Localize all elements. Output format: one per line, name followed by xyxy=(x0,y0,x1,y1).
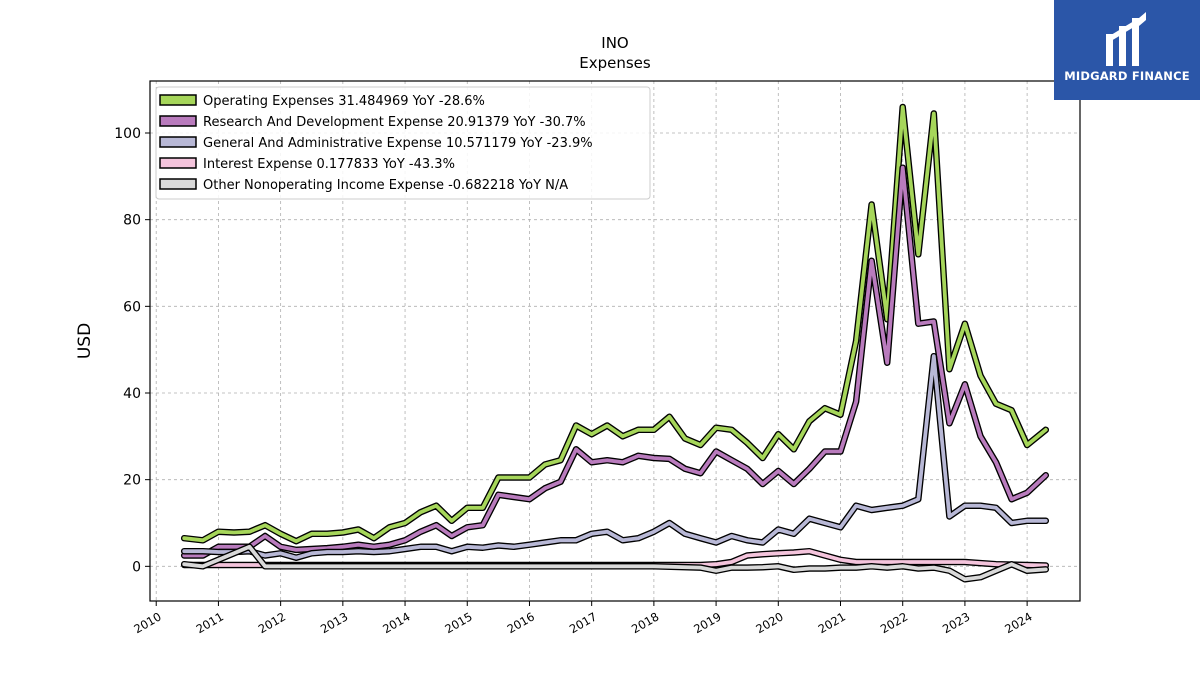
legend-swatch xyxy=(159,157,197,169)
x-tick-label: 2014 xyxy=(380,609,412,636)
x-axis: 2010 2011 2012 2013 2014 2015 2016 2017 2018 2019… xyxy=(131,601,1035,636)
series-line-1 xyxy=(182,165,1048,558)
x-tick-label: 2019 xyxy=(691,609,723,636)
series-layer xyxy=(180,103,1050,583)
legend-entry: Other Nonoperating Income Expense -0.682… xyxy=(203,178,568,193)
y-tick-label: 100 xyxy=(114,126,141,142)
midgard-logo-icon xyxy=(1106,12,1146,66)
legend-entry: Research And Development Expense 20.9137… xyxy=(203,115,586,130)
x-tick-label: 2023 xyxy=(940,609,972,636)
legend-swatch xyxy=(159,178,197,190)
y-axis: 0 20 40 60 80 100 xyxy=(114,126,150,575)
x-tick-label: 2018 xyxy=(629,609,661,636)
chart-title: INO xyxy=(601,34,628,52)
legend: Operating Expenses 31.484969 YoY -28.6% R… xyxy=(155,86,651,200)
legend-swatch xyxy=(159,115,197,127)
legend-swatch xyxy=(159,94,197,106)
legend-swatch xyxy=(159,136,197,148)
x-tick-label: 2016 xyxy=(505,609,537,636)
y-axis-label: USD xyxy=(75,323,95,359)
x-tick-label: 2021 xyxy=(816,609,848,636)
legend-box xyxy=(155,86,651,200)
series-outline-2 xyxy=(180,352,1050,561)
legend-entry: Interest Expense 0.177833 YoY -43.3% xyxy=(203,157,455,172)
y-tick-label: 20 xyxy=(123,473,141,489)
series-line-0 xyxy=(182,105,1048,544)
y-tick-label: 40 xyxy=(123,386,141,402)
y-tick-label: 0 xyxy=(132,559,141,575)
x-tick-label: 2020 xyxy=(753,609,785,636)
x-tick-label: 2017 xyxy=(567,609,599,636)
brand-name: MIDGARD FINANCE xyxy=(1064,69,1190,83)
series-line-2 xyxy=(182,354,1048,560)
x-tick-label: 2011 xyxy=(194,609,226,636)
x-tick-label: 2015 xyxy=(442,609,474,636)
y-tick-label: 80 xyxy=(123,213,141,229)
legend-entry: Operating Expenses 31.484969 YoY -28.6% xyxy=(203,94,485,109)
chart-subtitle: Expenses xyxy=(579,54,651,72)
y-tick-label: 60 xyxy=(123,299,141,315)
series-line-4 xyxy=(182,544,1048,582)
x-tick-label: 2024 xyxy=(1002,609,1034,636)
x-tick-label: 2022 xyxy=(878,609,910,636)
x-tick-label: 2013 xyxy=(318,609,350,636)
x-tick-label: 2010 xyxy=(131,609,163,636)
x-tick-label: 2012 xyxy=(256,609,288,636)
legend-entry: General And Administrative Expense 10.57… xyxy=(203,136,593,151)
plot-frame xyxy=(149,80,1081,602)
brand-logo: MIDGARD FINANCE xyxy=(1054,0,1200,100)
